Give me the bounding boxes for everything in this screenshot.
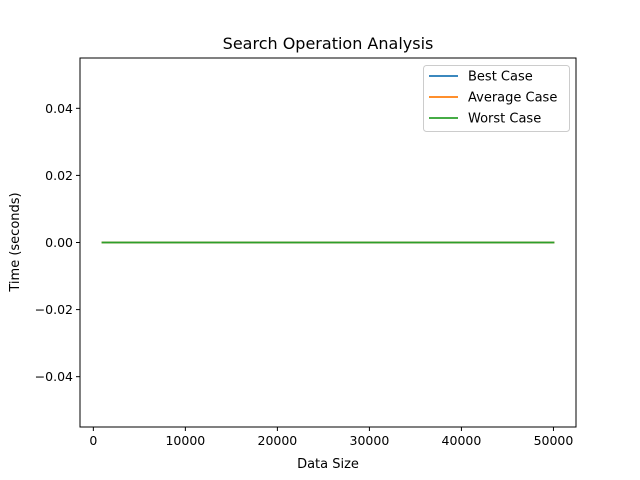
legend-label-2: Average Case (468, 91, 557, 106)
x-axis-label: Data Size (297, 457, 359, 472)
x-tick-label: 50000 (534, 433, 574, 448)
x-tick-label: 30000 (350, 433, 390, 448)
x-axis: 0 10000 20000 30000 40000 50000 (89, 427, 573, 448)
legend-label-1: Best Case (468, 70, 533, 85)
y-tick-label: 0.04 (45, 101, 73, 116)
legend-label-3: Worst Case (468, 112, 541, 127)
legend: Best Case Average Case Worst Case (423, 65, 570, 132)
x-tick-label: 0 (89, 433, 97, 448)
x-tick-label: 40000 (442, 433, 482, 448)
y-tick-label: 0.00 (45, 235, 73, 250)
y-axis: −0.04 −0.02 0.00 0.02 0.04 (35, 101, 80, 384)
x-tick-label: 10000 (165, 433, 205, 448)
y-tick-label: −0.02 (35, 302, 73, 317)
y-tick-label: 0.02 (45, 168, 73, 183)
x-tick-label: 20000 (258, 433, 298, 448)
chart-title: Search Operation Analysis (223, 34, 434, 53)
y-tick-label: −0.04 (35, 369, 73, 384)
legend-frame (423, 65, 570, 132)
y-axis-label: Time (seconds) (8, 192, 23, 292)
